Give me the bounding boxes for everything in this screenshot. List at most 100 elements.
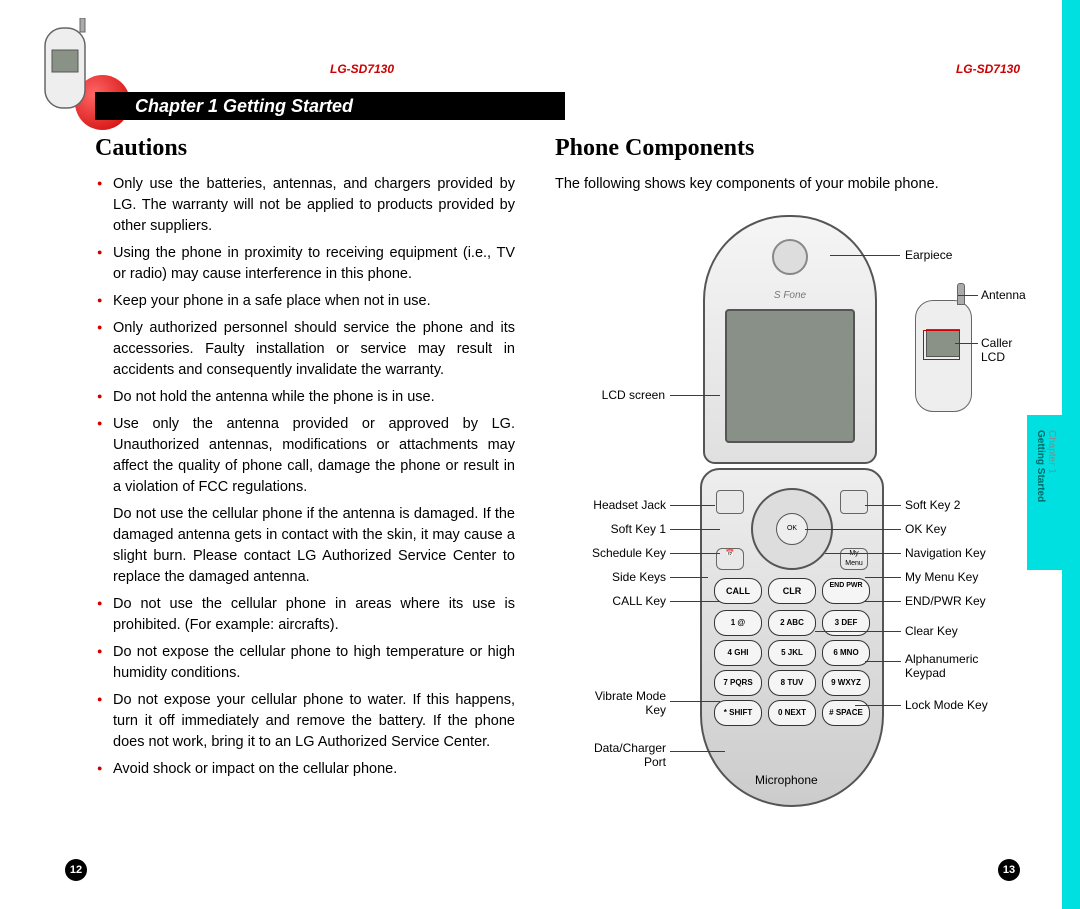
lead-line <box>830 255 900 256</box>
key-8: 8 TUV <box>768 670 816 696</box>
caution-item: Only authorized personnel should service… <box>95 318 515 381</box>
lead-line <box>865 601 901 602</box>
page-number-right: 13 <box>998 859 1020 881</box>
lead-line <box>670 529 720 530</box>
earpiece-icon <box>772 239 808 275</box>
caution-subtext: Do not use the cellular phone if the ant… <box>95 504 515 588</box>
soft-key-1-icon <box>716 490 744 514</box>
lead-line <box>865 661 901 662</box>
label-nav-key: Navigation Key <box>905 546 986 560</box>
caution-item: Using the phone in proximity to receivin… <box>95 243 515 285</box>
soft-key-2-icon <box>840 490 868 514</box>
lead-line <box>670 601 720 602</box>
caution-item: Do not expose your cellular phone to wat… <box>95 690 515 753</box>
phone-diagram: S Fone OK 📅 My Menu CALL CLR END PWR 1 @ <box>555 215 1025 835</box>
my-menu-key-icon: My Menu <box>840 548 868 570</box>
key-hash: # SPACE <box>822 700 870 726</box>
label-mymenu-key: My Menu Key <box>905 570 978 584</box>
key-5: 5 JKL <box>768 640 816 666</box>
clr-key-icon: CLR <box>768 578 816 604</box>
lead-line <box>670 505 715 506</box>
lead-line <box>815 631 901 632</box>
label-end-key: END/PWR Key <box>905 594 986 608</box>
lead-line <box>670 395 720 396</box>
label-side-keys: Side Keys <box>571 570 666 584</box>
label-ok-key: OK Key <box>905 522 946 536</box>
key-1: 1 @ <box>714 610 762 636</box>
side-tab-label: Chapter 1 Getting Started <box>1035 430 1057 502</box>
label-call-key: CALL Key <box>571 594 666 608</box>
key-6: 6 MNO <box>822 640 870 666</box>
keypad-row: 4 GHI 5 JKL 6 MNO <box>714 640 870 666</box>
label-lcd-screen: LCD screen <box>585 388 665 402</box>
call-key-icon: CALL <box>714 578 762 604</box>
lead-line <box>670 553 720 554</box>
label-lock-key: Lock Mode Key <box>905 698 988 712</box>
caution-item: Do not expose the cellular phone to high… <box>95 642 515 684</box>
keypad-row: 1 @ 2 ABC 3 DEF <box>714 610 870 636</box>
phone-keypad-body: OK 📅 My Menu CALL CLR END PWR 1 @ 2 ABC … <box>700 468 884 807</box>
side-title: Getting Started <box>1035 430 1046 502</box>
label-softkey1: Soft Key 1 <box>571 522 666 536</box>
label-antenna: Antenna <box>981 288 1026 302</box>
phone-brand: S Fone <box>705 290 875 301</box>
antenna-icon <box>957 283 965 305</box>
label-caller-lcd: Caller LCD <box>981 336 1025 365</box>
header-model-left: LG-SD7130 <box>330 62 394 76</box>
phone-illustration: S Fone OK 📅 My Menu CALL CLR END PWR 1 @ <box>700 215 880 807</box>
lead-line <box>670 701 720 702</box>
cautions-title: Cautions <box>95 135 515 162</box>
caution-item: Use only the antenna provided or approve… <box>95 414 515 498</box>
key-7: 7 PQRS <box>714 670 762 696</box>
lead-line <box>958 295 978 296</box>
side-chapter: Chapter 1 <box>1046 430 1057 474</box>
lead-line <box>670 751 725 752</box>
caution-item: Keep your phone in a safe place when not… <box>95 291 515 312</box>
chapter-bar: Chapter 1 Getting Started <box>95 92 565 120</box>
label-vibrate-key: Vibrate Mode Key <box>571 689 666 718</box>
lead-line <box>805 529 901 530</box>
lead-line <box>855 705 901 706</box>
cautions-list: Only use the batteries, antennas, and ch… <box>95 174 515 498</box>
label-softkey2: Soft Key 2 <box>905 498 960 512</box>
key-star: * SHIFT <box>714 700 762 726</box>
lead-line <box>670 577 708 578</box>
label-clear-key: Clear Key <box>905 624 958 638</box>
caution-item: Avoid shock or impact on the cellular ph… <box>95 759 515 780</box>
key-3: 3 DEF <box>822 610 870 636</box>
label-headset-jack: Headset Jack <box>571 498 666 512</box>
key-2: 2 ABC <box>768 610 816 636</box>
keypad-row: 7 PQRS 8 TUV 9 WXYZ <box>714 670 870 696</box>
lcd-screen-icon <box>725 309 855 443</box>
right-column: Phone Components The following shows key… <box>555 135 1025 835</box>
key-9: 9 WXYZ <box>822 670 870 696</box>
caution-item: Only use the batteries, antennas, and ch… <box>95 174 515 237</box>
lead-line <box>825 553 901 554</box>
components-intro: The following shows key components of yo… <box>555 174 1025 195</box>
lead-line <box>865 577 901 578</box>
schedule-key-icon: 📅 <box>716 548 744 570</box>
lead-line <box>865 505 901 506</box>
key-4: 4 GHI <box>714 640 762 666</box>
key-0: 0 NEXT <box>768 700 816 726</box>
label-alpha-keypad: Alphanumeric Keypad <box>905 652 995 681</box>
label-data-port: Data/Charger Port <box>571 741 666 770</box>
end-key-icon: END PWR <box>822 578 870 604</box>
caution-item: Do not use the cellular phone in areas w… <box>95 594 515 636</box>
header-model-right: LG-SD7130 <box>956 62 1020 76</box>
function-key-row: CALL CLR END PWR <box>714 578 870 604</box>
edge-tab-bar <box>1062 0 1080 909</box>
ok-key-icon: OK <box>776 513 808 545</box>
label-schedule-key: Schedule Key <box>571 546 666 560</box>
phone-flip-top: S Fone <box>703 215 877 464</box>
lead-box <box>923 330 960 360</box>
components-title: Phone Components <box>555 135 1025 162</box>
cautions-list-2: Do not use the cellular phone in areas w… <box>95 594 515 780</box>
corner-phone-icon <box>30 18 100 113</box>
page-number-left: 12 <box>65 859 87 881</box>
caution-item: Do not hold the antenna while the phone … <box>95 387 515 408</box>
label-microphone: Microphone <box>755 773 818 787</box>
left-column: Cautions Only use the batteries, antenna… <box>95 135 515 786</box>
keypad-row: * SHIFT 0 NEXT # SPACE <box>714 700 870 726</box>
label-earpiece: Earpiece <box>905 248 952 262</box>
